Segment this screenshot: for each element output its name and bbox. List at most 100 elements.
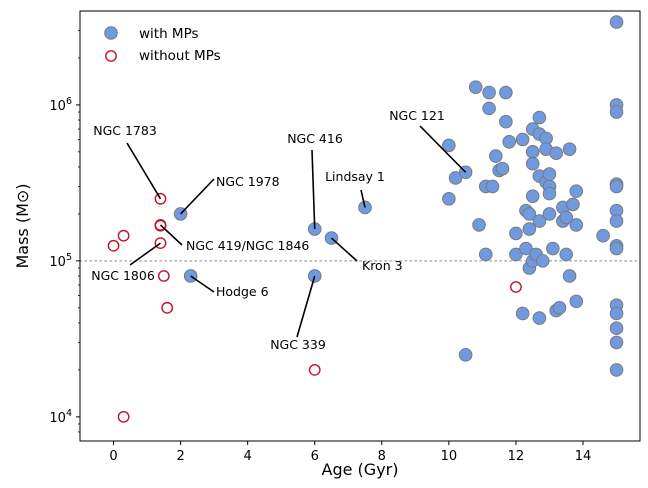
data-point-with-mps — [519, 241, 533, 256]
data-point-with-mps — [532, 214, 547, 228]
x-tick-label: 6 — [311, 449, 319, 464]
data-point-with-mps — [525, 156, 540, 171]
data-point-with-mps — [609, 321, 624, 336]
data-point-with-mps — [609, 335, 624, 350]
plot-frame — [79, 10, 641, 442]
data-point-with-mps — [482, 101, 496, 116]
data-point-with-mps — [552, 301, 567, 315]
data-point-with-mps — [569, 184, 584, 198]
legend-label-with-mps: with MPs — [139, 26, 199, 42]
data-point-with-mps — [482, 85, 496, 100]
annotation-label: NGC 121 — [389, 108, 445, 123]
annotation-connector — [126, 142, 162, 200]
data-point-with-mps — [535, 254, 550, 268]
data-point-without-mps — [117, 229, 130, 242]
y-axis-title: Mass (M⊙) — [13, 183, 32, 268]
data-point-with-mps — [489, 149, 503, 163]
data-point-with-mps — [522, 207, 537, 221]
data-point-without-mps — [154, 219, 167, 232]
annotation-connector — [159, 224, 183, 246]
data-point-with-mps — [495, 161, 510, 176]
legend-marker-without-mps — [105, 50, 117, 62]
data-point-with-mps — [478, 247, 493, 262]
data-point-with-mps — [509, 247, 523, 262]
x-axis-title: Age (Gyr) — [322, 460, 399, 479]
data-point-with-mps — [532, 311, 547, 325]
y-tick-label: 106 — [49, 96, 72, 114]
data-point-with-mps — [609, 179, 624, 194]
data-point-with-mps — [542, 207, 557, 221]
data-point-with-mps — [525, 145, 540, 159]
data-point-with-mps — [542, 186, 557, 201]
x-tick-label: 10 — [441, 449, 458, 464]
data-point-with-mps — [559, 210, 574, 225]
annotation-connector — [360, 189, 366, 208]
data-point-with-mps — [468, 80, 483, 94]
x-tick-label: 2 — [176, 449, 184, 464]
data-point-with-mps — [609, 363, 624, 377]
data-point-with-mps — [566, 197, 580, 212]
data-point-without-mps — [510, 281, 522, 293]
x-tick-label: 4 — [244, 449, 252, 464]
data-point-with-mps — [515, 306, 530, 321]
data-point-with-mps — [499, 85, 513, 100]
data-point-with-mps — [609, 241, 624, 256]
data-point-with-mps — [596, 228, 610, 243]
annotations-layer: NGC 1783 NGC 1978 NGC 419/NGC 1846 NGC 1806… — [91, 108, 467, 352]
data-point-with-mps — [502, 135, 517, 149]
annotation-connector — [180, 178, 215, 215]
legend-label-without-mps: without MPs — [139, 48, 221, 64]
data-point-with-mps — [546, 241, 560, 256]
data-point-with-mps — [562, 269, 577, 283]
data-point-with-mps — [549, 146, 563, 161]
data-point-without-mps — [107, 239, 120, 252]
annotation-label: NGC 1978 — [216, 174, 280, 189]
annotation-label: NGC 1783 — [93, 123, 157, 138]
annotation-label: Kron 3 — [362, 258, 403, 273]
data-point-without-mps — [157, 270, 170, 282]
y-tick-label: 105 — [49, 252, 72, 270]
annotation-label: NGC 1806 — [91, 268, 155, 283]
annotation-connector — [419, 125, 467, 173]
data-point-with-mps — [472, 218, 486, 232]
data-point-with-mps — [515, 132, 530, 147]
annotation-label: Lindsay 1 — [325, 169, 385, 184]
legend-marker-with-mps — [104, 26, 118, 40]
annotation-connector — [311, 149, 316, 230]
data-point-with-mps — [485, 179, 500, 194]
annotation-label: NGC 416 — [287, 131, 343, 146]
data-point-with-mps — [532, 110, 547, 125]
x-tick-label: 12 — [508, 449, 525, 464]
data-point-with-mps — [442, 138, 456, 153]
data-point-with-mps — [569, 294, 584, 309]
annotation-connector — [330, 237, 358, 262]
data-point-with-mps — [525, 189, 540, 203]
x-tick-label: 8 — [378, 449, 386, 464]
data-point-with-mps — [609, 15, 624, 29]
legend: with MPs without MPs — [104, 26, 221, 64]
annotation-connector — [129, 242, 161, 266]
data-point-without-mps — [154, 237, 167, 249]
data-points-layer — [107, 15, 624, 423]
annotation-label: NGC 339 — [270, 337, 326, 352]
data-point-with-mps — [609, 306, 624, 321]
data-point-with-mps — [609, 214, 624, 228]
x-tick-label: 0 — [109, 449, 117, 464]
data-point-with-mps — [609, 105, 624, 119]
data-point-without-mps — [161, 301, 174, 314]
annotation-label: Hodge 6 — [216, 284, 269, 299]
data-point-without-mps — [308, 363, 321, 376]
data-point-without-mps — [154, 192, 167, 205]
data-point-with-mps — [569, 218, 584, 232]
annotation-connector — [190, 275, 215, 293]
annotation-label: NGC 419/NGC 1846 — [186, 238, 309, 253]
data-point-with-mps — [509, 226, 523, 241]
data-point-with-mps — [562, 142, 577, 156]
data-point-with-mps — [458, 347, 473, 362]
data-point-with-mps — [542, 167, 557, 181]
data-point-with-mps — [522, 222, 537, 236]
data-point-with-mps — [358, 200, 372, 215]
data-point-with-mps — [448, 171, 463, 185]
data-point-with-mps — [442, 192, 456, 206]
